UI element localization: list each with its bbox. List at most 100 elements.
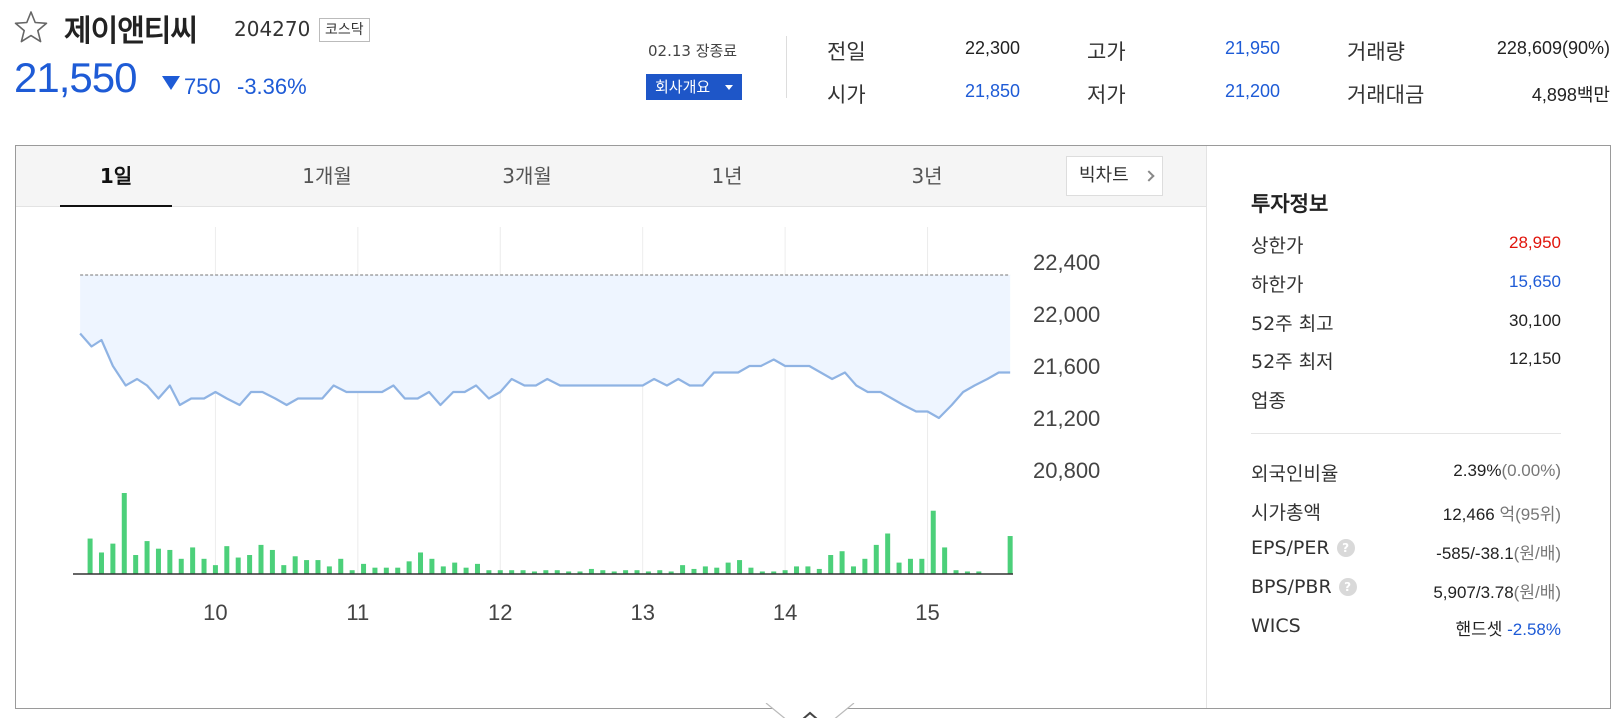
help-icon[interactable]: ?: [1336, 539, 1355, 557]
volume-bar: [486, 570, 492, 574]
sector-label: 업종: [1251, 390, 1286, 412]
tab-3year[interactable]: 3년: [911, 164, 943, 188]
collapse-toggle-icon[interactable]: [762, 703, 858, 718]
w52-low-label: 52주 최저: [1251, 351, 1334, 373]
volume-bar: [383, 567, 389, 574]
bps-pbr-label-row: BPS/PBR?: [1251, 576, 1357, 598]
info-divider: [1251, 433, 1561, 434]
volume-bar: [349, 570, 355, 574]
volume-bar: [201, 558, 207, 574]
lower-limit-value: 15,650: [1509, 272, 1561, 291]
volume-bar: [167, 549, 173, 574]
amount-label: 거래대금: [1347, 83, 1425, 107]
company-overview-button[interactable]: 회사개요: [646, 74, 742, 100]
volume-bar: [794, 566, 800, 574]
w52-low-value: 12,150: [1509, 349, 1561, 368]
volume-bar: [702, 566, 708, 574]
volume-label: 거래량: [1347, 40, 1405, 64]
x-tick-label: 12: [488, 600, 512, 625]
wics-value: 핸드셋 -2.58%: [1356, 615, 1561, 640]
tab-1month[interactable]: 1개월: [302, 164, 352, 188]
volume-bar: [942, 547, 948, 574]
open-value: 21,850: [964, 81, 1020, 101]
header-divider: [786, 36, 787, 98]
volume-bar: [588, 568, 594, 574]
market-cap: 12,466: [1442, 505, 1495, 524]
volume-bar: [748, 567, 754, 574]
volume-bar: [839, 551, 845, 574]
volume-bar: [885, 533, 891, 574]
volume-bar: [326, 566, 332, 574]
current-price: 21,550: [14, 54, 137, 101]
volume-bar: [474, 563, 480, 574]
volume-bar: [816, 568, 822, 574]
volume-bar: [577, 571, 583, 574]
volume-bar: [304, 560, 310, 574]
volume-bar: [452, 562, 458, 574]
open-label: 시가: [827, 83, 866, 107]
x-tick-label: 14: [773, 600, 797, 625]
foreign-ratio-label: 외국인비율: [1251, 463, 1339, 485]
volume-bar: [338, 558, 344, 574]
chart-panel: 1일 1개월 3개월 1년 3년 빅차트 22,400 22,000 21,600 2…: [15, 145, 1611, 709]
volume-bar: [828, 555, 834, 574]
amount-value: 4,898백만: [1531, 85, 1610, 105]
volume-bar: [600, 570, 606, 574]
volume-bar: [178, 558, 184, 574]
volume-bar: [133, 555, 139, 574]
volume-bar: [155, 548, 161, 574]
tab-1day[interactable]: 1일: [60, 146, 172, 207]
upper-limit-value: 28,950: [1509, 233, 1561, 252]
volume-bar: [907, 558, 913, 574]
wics-sector[interactable]: 핸드셋: [1455, 620, 1503, 639]
lower-limit-label: 하한가: [1251, 274, 1304, 296]
x-tick-label: 13: [630, 600, 654, 625]
bps-pbr: 5,907/3.78: [1433, 583, 1514, 602]
volume-bar: [680, 565, 686, 574]
volume-bar: [406, 561, 412, 574]
market-cap-value: 12,466 억(95위): [1356, 500, 1561, 525]
volume-bar: [190, 547, 196, 574]
volume-bar: [771, 571, 777, 574]
help-icon[interactable]: ?: [1338, 578, 1357, 596]
volume-bar: [737, 560, 743, 574]
price-change-percent: -3.36%: [237, 74, 307, 99]
bps-pbr-label: BPS/PBR: [1251, 576, 1332, 598]
volume-bar: [782, 570, 788, 574]
favorite-star-icon[interactable]: [14, 10, 48, 44]
big-chart-button[interactable]: 빅차트: [1066, 156, 1163, 196]
volume-bar: [862, 558, 868, 574]
volume-bar: [144, 541, 150, 574]
bps-pbr-unit: (원/배): [1513, 583, 1561, 602]
volume-bar: [212, 565, 218, 574]
x-tick-label: 15: [915, 600, 939, 625]
volume-bar: [919, 558, 925, 574]
x-tick-label: 10: [203, 600, 227, 625]
volume-bar: [896, 562, 902, 574]
volume-bar: [497, 570, 503, 574]
foreign-ratio-value: 2.39%(0.00%): [1356, 461, 1561, 481]
eps-per-label-row: EPS/PER?: [1251, 537, 1355, 559]
high-value: 21,950: [1224, 38, 1280, 58]
upper-limit-label: 상한가: [1251, 235, 1304, 257]
tab-1year[interactable]: 1년: [711, 164, 743, 188]
price-line: [79, 332, 1011, 420]
w52-high-label: 52주 최고: [1251, 313, 1334, 335]
volume-bar: [668, 571, 674, 574]
volume-bar: [429, 558, 435, 574]
foreign-ratio: 2.39%: [1453, 461, 1502, 480]
company-overview-label: 회사개요: [655, 78, 711, 96]
volume-bar: [691, 568, 697, 574]
volume-bar: [281, 565, 287, 574]
bps-pbr-value: 5,907/3.78(원/배): [1336, 578, 1561, 603]
y-tick-label: 22,400: [1033, 250, 1100, 275]
volume-bar: [224, 546, 230, 574]
volume-bar: [611, 571, 617, 574]
volume-bar: [395, 567, 401, 574]
x-tick-label: 11: [346, 600, 369, 625]
tab-3month[interactable]: 3개월: [502, 164, 552, 188]
prev-close-value: 22,300: [964, 38, 1020, 58]
low-label: 저가: [1087, 83, 1126, 107]
w52-high-value: 30,100: [1509, 311, 1561, 330]
volume-bar: [805, 566, 811, 574]
